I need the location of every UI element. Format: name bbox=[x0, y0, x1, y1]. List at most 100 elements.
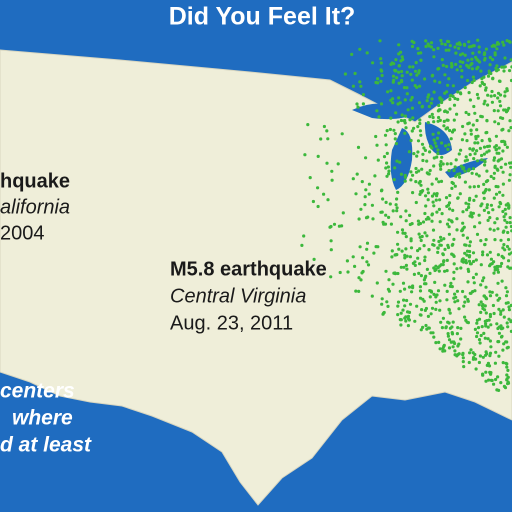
report-dot bbox=[486, 337, 490, 341]
report-dot bbox=[451, 208, 455, 212]
report-dot bbox=[495, 293, 499, 297]
report-dot bbox=[397, 96, 401, 100]
report-dot bbox=[397, 247, 401, 251]
report-dot bbox=[379, 57, 383, 61]
report-dot bbox=[463, 86, 467, 90]
report-dot bbox=[445, 64, 449, 69]
report-dot bbox=[424, 217, 428, 221]
report-dot bbox=[389, 116, 393, 120]
report-dot bbox=[479, 263, 483, 267]
report-dot bbox=[479, 69, 483, 73]
report-dot bbox=[360, 180, 364, 184]
report-dot bbox=[439, 235, 443, 239]
report-dot bbox=[478, 221, 482, 225]
report-dot bbox=[499, 165, 503, 169]
report-dot bbox=[410, 106, 414, 110]
report-dot bbox=[409, 170, 413, 174]
report-dot bbox=[491, 58, 495, 62]
report-dot bbox=[450, 285, 454, 289]
report-dot bbox=[354, 192, 358, 196]
report-dot bbox=[433, 141, 437, 145]
report-dot bbox=[463, 251, 467, 255]
report-dot bbox=[449, 61, 454, 66]
report-dot bbox=[423, 308, 427, 312]
report-dot bbox=[311, 199, 315, 204]
report-dot bbox=[329, 275, 333, 279]
report-dot bbox=[438, 308, 442, 312]
report-dot bbox=[395, 209, 399, 213]
report-dot bbox=[483, 336, 487, 340]
report-dot bbox=[408, 65, 412, 69]
report-dot bbox=[457, 342, 461, 346]
report-dot bbox=[432, 292, 436, 296]
report-dot bbox=[477, 317, 482, 321]
report-dot bbox=[395, 197, 399, 201]
report-dot bbox=[393, 137, 397, 141]
report-dot bbox=[380, 69, 384, 73]
report-dot bbox=[488, 55, 492, 60]
report-dot bbox=[468, 249, 472, 254]
report-dot bbox=[385, 129, 389, 133]
report-dot bbox=[414, 61, 418, 65]
report-dot bbox=[487, 318, 491, 322]
report-dot bbox=[389, 89, 393, 93]
report-dot bbox=[471, 276, 476, 280]
report-dot bbox=[434, 177, 439, 181]
report-dot bbox=[442, 343, 446, 347]
report-dot bbox=[343, 72, 347, 76]
report-dot bbox=[419, 58, 423, 62]
report-dot bbox=[432, 48, 436, 52]
report-dot bbox=[474, 272, 478, 276]
report-dot bbox=[356, 145, 361, 149]
report-dot bbox=[444, 127, 448, 131]
report-dot bbox=[418, 179, 422, 184]
report-dot bbox=[449, 340, 453, 344]
report-dot bbox=[412, 272, 416, 276]
report-dot bbox=[432, 120, 436, 124]
report-dot bbox=[506, 238, 511, 242]
report-dot bbox=[428, 271, 432, 275]
report-dot bbox=[502, 342, 506, 346]
report-dot bbox=[496, 298, 500, 302]
report-dot bbox=[439, 167, 443, 171]
annotation-line: d at least bbox=[0, 434, 92, 457]
report-dot bbox=[357, 217, 361, 221]
report-dot bbox=[504, 301, 508, 305]
report-dot bbox=[422, 278, 426, 282]
report-dot bbox=[458, 60, 462, 64]
report-dot bbox=[419, 51, 423, 55]
report-dot bbox=[464, 261, 468, 265]
report-dot bbox=[432, 243, 436, 247]
report-dot bbox=[454, 295, 458, 299]
report-dot bbox=[481, 355, 485, 359]
report-dot bbox=[438, 163, 442, 167]
report-dot bbox=[501, 40, 505, 44]
report-dot bbox=[483, 308, 487, 312]
report-dot bbox=[385, 151, 389, 155]
report-dot bbox=[430, 219, 434, 223]
report-dot bbox=[441, 63, 445, 67]
report-dot bbox=[479, 333, 483, 338]
report-dot bbox=[388, 127, 392, 132]
report-dot bbox=[505, 145, 509, 149]
report-dot bbox=[414, 180, 418, 184]
report-dot bbox=[488, 216, 492, 220]
report-dot bbox=[403, 114, 407, 118]
report-dot bbox=[472, 185, 476, 189]
report-dot bbox=[459, 337, 463, 341]
report-dot bbox=[497, 331, 501, 335]
report-dot bbox=[415, 73, 419, 77]
report-dot bbox=[394, 58, 398, 62]
report-dot bbox=[498, 200, 502, 205]
report-dot bbox=[438, 243, 442, 247]
report-dot bbox=[484, 131, 488, 135]
report-dot bbox=[467, 112, 471, 116]
report-dot bbox=[354, 289, 358, 293]
report-dot bbox=[502, 69, 506, 73]
report-dot bbox=[478, 341, 482, 345]
report-dot bbox=[410, 129, 414, 133]
report-dot bbox=[426, 187, 430, 191]
report-dot bbox=[377, 115, 381, 119]
report-dot bbox=[411, 116, 415, 120]
report-dot bbox=[496, 326, 500, 331]
